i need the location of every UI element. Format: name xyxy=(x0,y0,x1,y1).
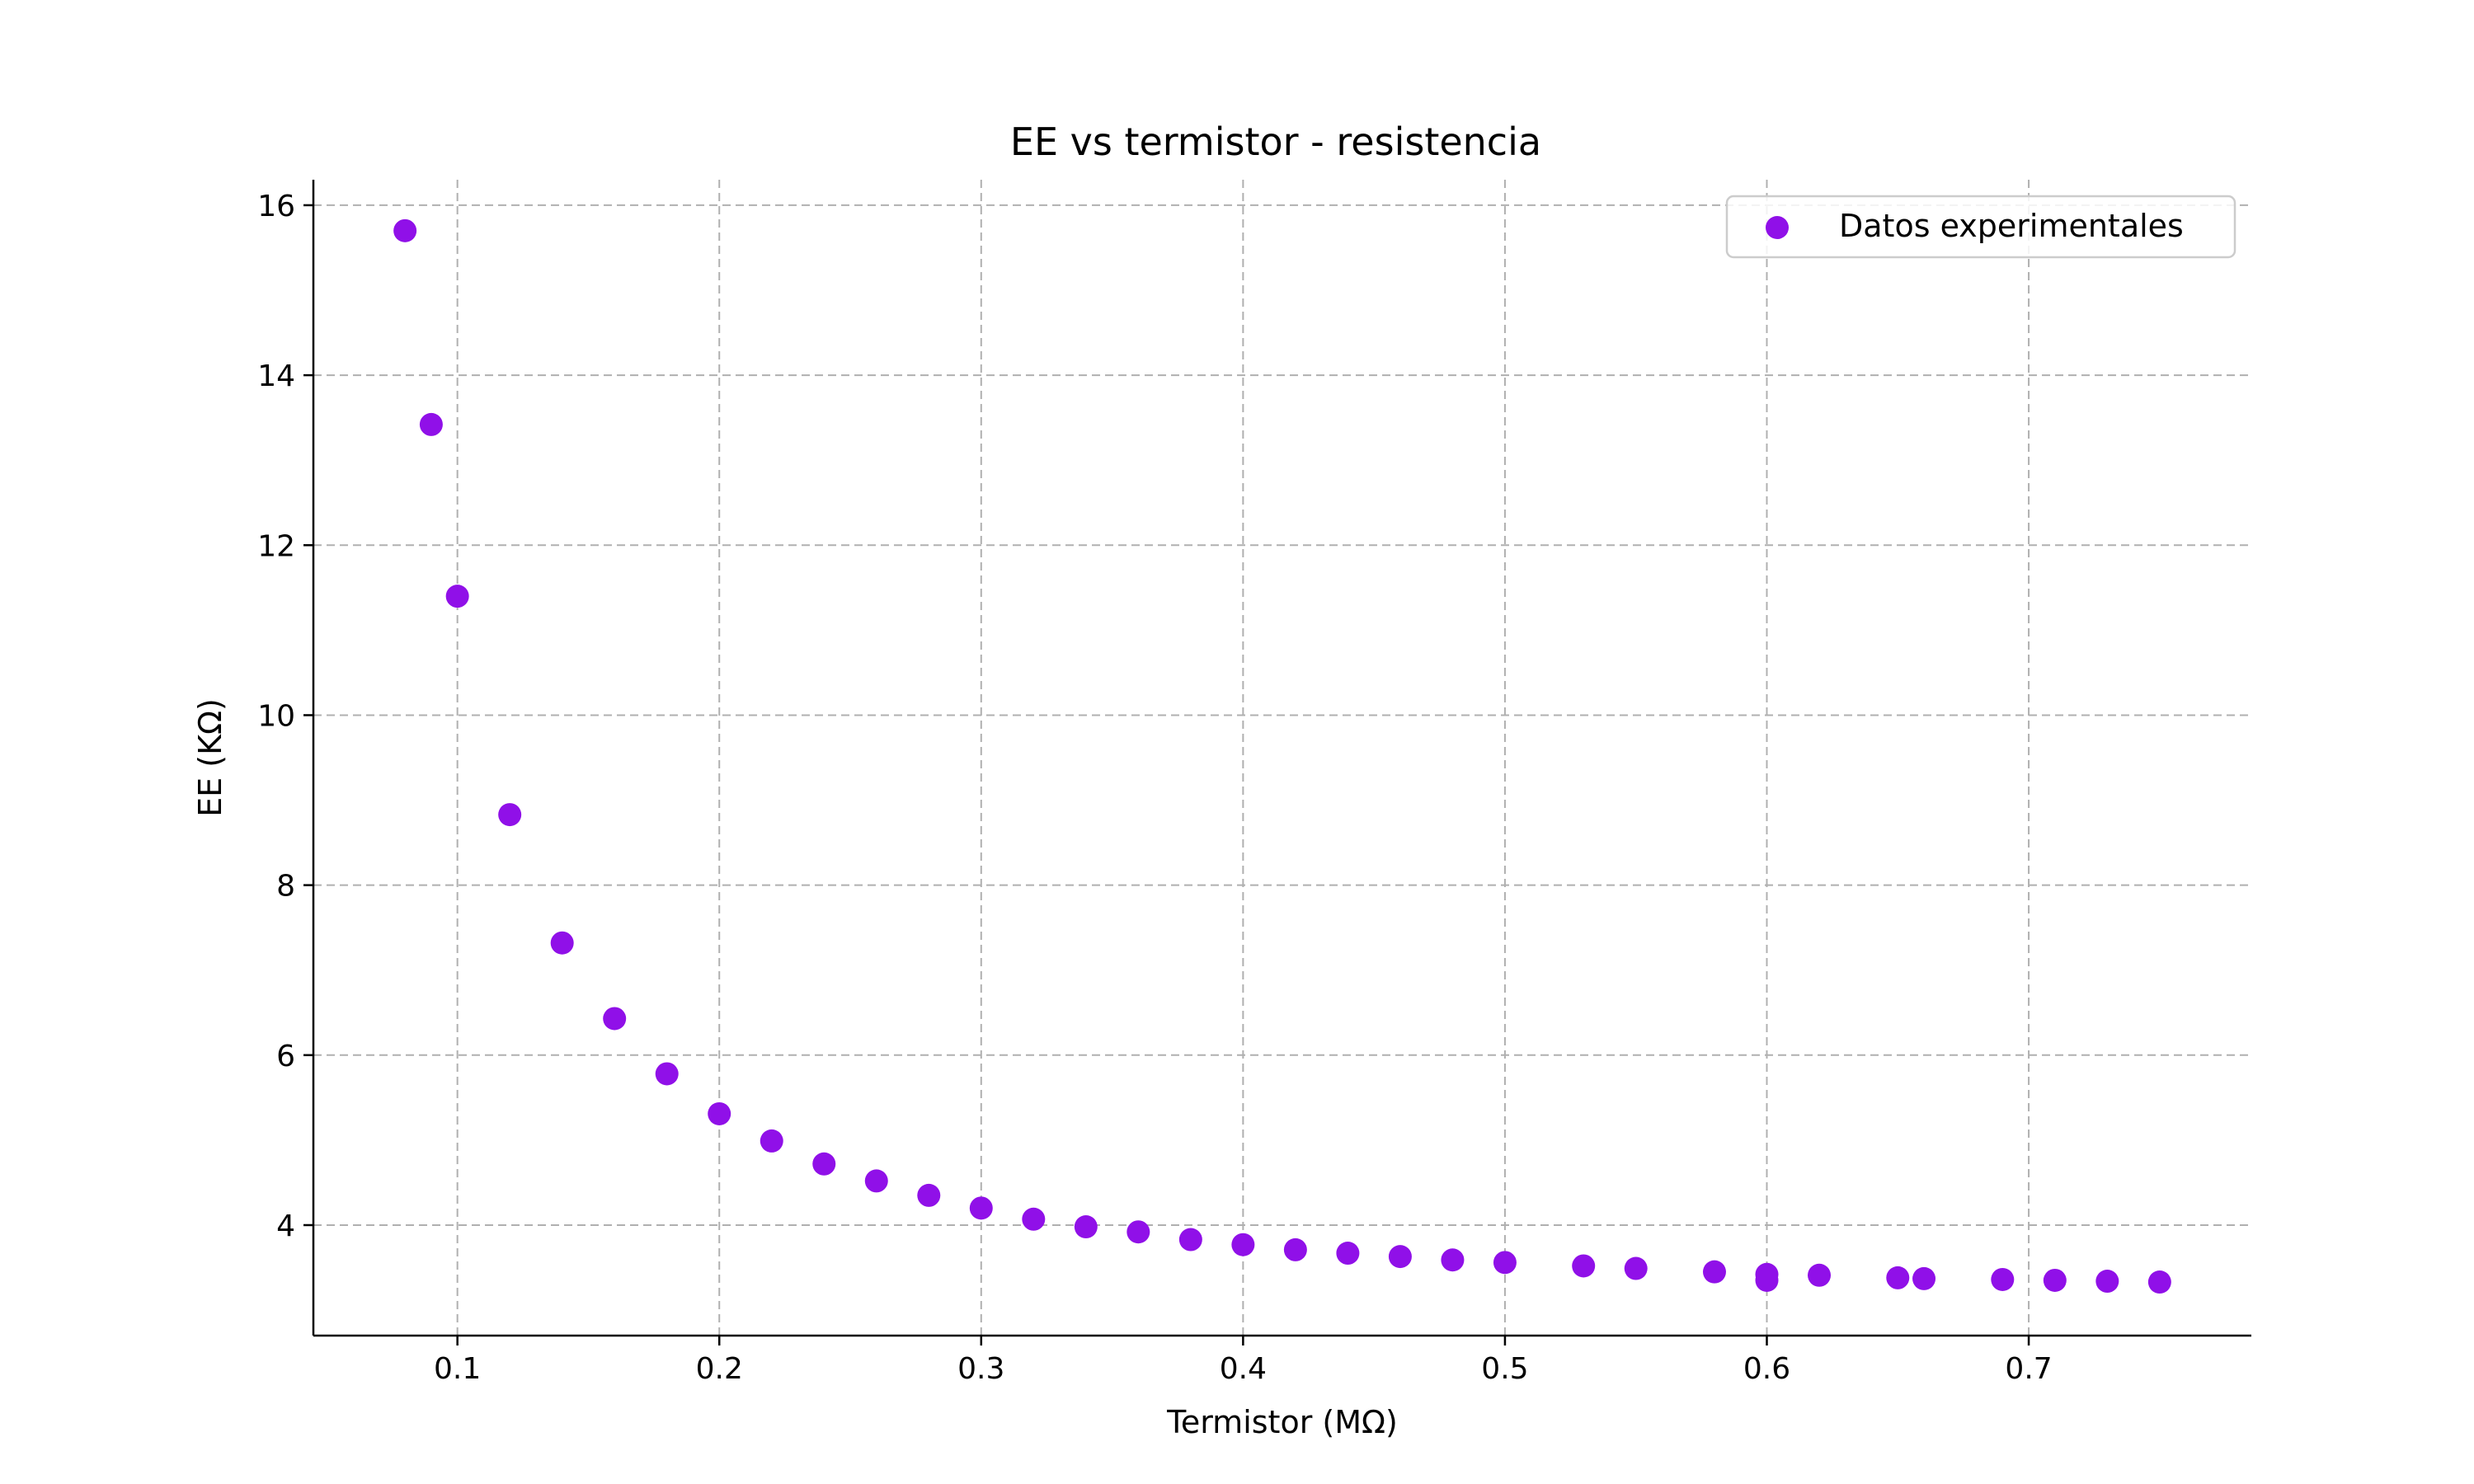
x-tick-label: 0.3 xyxy=(957,1352,1004,1386)
chart-title: EE vs termistor - resistencia xyxy=(1010,120,1541,164)
data-point xyxy=(445,585,469,608)
x-tick-label: 0.4 xyxy=(1220,1352,1267,1386)
data-point xyxy=(708,1101,731,1125)
data-point xyxy=(1912,1266,1936,1290)
x-tick-label: 0.2 xyxy=(696,1352,743,1386)
data-point xyxy=(1702,1260,1726,1284)
data-point xyxy=(1808,1263,1832,1287)
data-point xyxy=(2147,1270,2171,1294)
data-point xyxy=(1493,1251,1517,1275)
grid xyxy=(313,180,2251,1336)
data-point xyxy=(1178,1228,1202,1252)
data-point xyxy=(1283,1237,1307,1261)
x-tick-label: 0.1 xyxy=(434,1352,481,1386)
x-tick-label: 0.7 xyxy=(2005,1352,2052,1386)
data-point xyxy=(760,1129,783,1153)
data-point xyxy=(393,218,417,242)
data-point xyxy=(917,1183,941,1207)
legend-frame xyxy=(1725,195,2236,259)
y-tick-label: 10 xyxy=(257,699,295,733)
data-point xyxy=(550,931,574,955)
data-point xyxy=(1126,1220,1150,1244)
y-tick-label: 14 xyxy=(257,359,295,393)
data-point xyxy=(1022,1207,1046,1231)
data-point xyxy=(419,412,443,436)
data-point xyxy=(2043,1268,2067,1292)
data-point xyxy=(498,803,522,827)
data-point xyxy=(1886,1266,1910,1289)
data-point xyxy=(1572,1254,1596,1278)
legend: Datos experimentales xyxy=(1725,195,2236,259)
x-axis-label: Termistor (MΩ) xyxy=(1166,1404,1398,1440)
data-point xyxy=(1074,1215,1098,1239)
y-tick-label: 16 xyxy=(257,190,295,223)
x-tick-label: 0.6 xyxy=(1743,1352,1790,1386)
data-point xyxy=(1231,1233,1255,1256)
x-tick-label: 0.5 xyxy=(1481,1352,1528,1386)
legend-label: Datos experimentales xyxy=(1839,208,2184,244)
data-point xyxy=(864,1169,888,1193)
axes xyxy=(312,180,2251,1337)
data-point xyxy=(655,1062,679,1086)
data-point xyxy=(1388,1245,1412,1269)
data-point xyxy=(812,1152,836,1176)
ticks: 0.1 0.2 0.3 0.4 0.5 0.6 0.7 4 6 8 10 12 14 16 xyxy=(257,190,2053,1386)
y-tick-label: 12 xyxy=(257,529,295,563)
data-point xyxy=(1441,1248,1465,1272)
y-tick-label: 8 xyxy=(276,870,295,904)
data-point xyxy=(1336,1242,1360,1266)
data-point xyxy=(1624,1256,1648,1280)
data-points xyxy=(393,218,2171,1294)
y-tick-label: 4 xyxy=(276,1209,295,1243)
y-axis-label: EE (KΩ) xyxy=(192,698,228,817)
data-point xyxy=(1991,1267,2015,1291)
data-point xyxy=(1755,1268,1779,1292)
data-point xyxy=(969,1196,993,1220)
y-tick-label: 6 xyxy=(276,1040,295,1073)
data-point xyxy=(603,1007,627,1031)
data-point xyxy=(2095,1270,2119,1294)
legend-marker xyxy=(1766,216,1789,239)
